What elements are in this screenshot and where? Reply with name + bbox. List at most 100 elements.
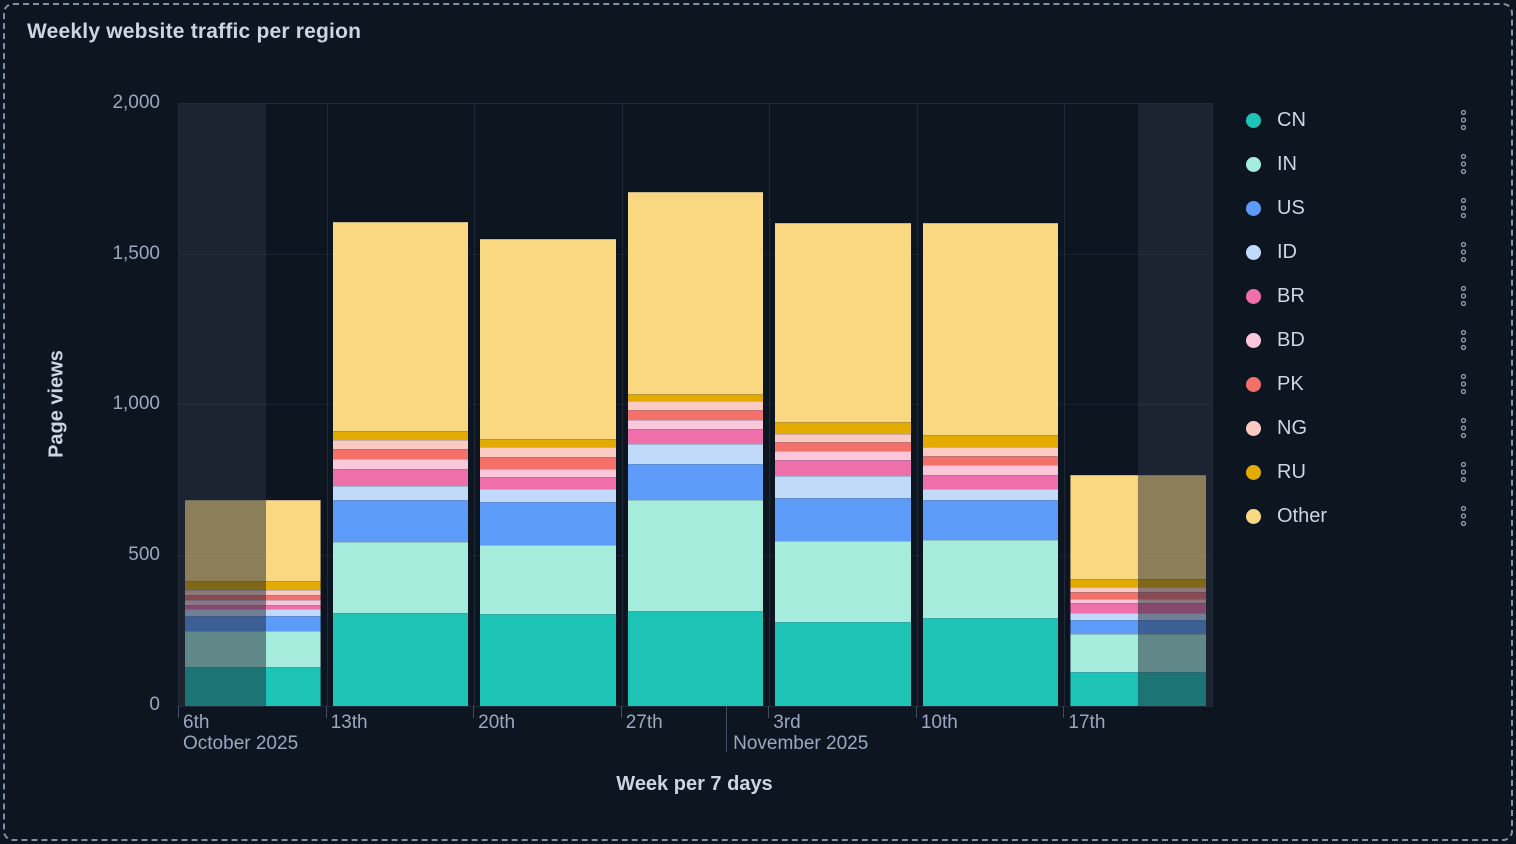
bar-segment-pk[interactable] (265, 594, 321, 601)
kebab-menu-icon[interactable] (1459, 153, 1468, 175)
bar-segment-ru[interactable] (332, 431, 469, 441)
bar-segment-ru[interactable] (480, 439, 616, 448)
bar-segment-other[interactable] (1137, 475, 1206, 580)
bar-segment-id[interactable] (332, 486, 469, 500)
bar-segment-br[interactable] (1070, 602, 1139, 613)
bar-segment-other[interactable] (185, 499, 267, 582)
bar-segment-pk[interactable] (185, 594, 267, 601)
bar-segment-cn[interactable] (775, 621, 911, 706)
kebab-menu-icon[interactable] (1459, 109, 1468, 131)
bar-segment-us[interactable] (480, 501, 616, 545)
legend-item-in[interactable]: IN (1240, 152, 1476, 176)
bar-segment-pk[interactable] (627, 410, 764, 421)
bar-segment-ng[interactable] (185, 589, 267, 595)
kebab-menu-icon[interactable] (1459, 461, 1468, 483)
kebab-menu-icon[interactable] (1459, 197, 1468, 219)
bar-segment-cn[interactable] (1070, 671, 1139, 706)
kebab-menu-icon[interactable] (1459, 417, 1468, 439)
bar-segment-other[interactable] (1070, 475, 1139, 580)
bar-segment-br[interactable] (922, 475, 1059, 490)
bar-segment-ng[interactable] (332, 440, 469, 449)
bar-segment-bd[interactable] (627, 420, 764, 430)
legend-item-pk[interactable]: PK (1240, 372, 1476, 396)
bar-segment-cn[interactable] (185, 666, 267, 706)
bar-segment-cn[interactable] (332, 613, 469, 706)
bar-segment-id[interactable] (627, 444, 764, 464)
kebab-menu-icon[interactable] (1459, 241, 1468, 263)
bar-segment-us[interactable] (1070, 620, 1139, 635)
bar-segment-in[interactable] (1070, 634, 1139, 672)
bar-segment-pk[interactable] (775, 442, 911, 452)
bar-segment-id[interactable] (1137, 612, 1206, 621)
bar-segment-br[interactable] (627, 429, 764, 445)
bar-segment-ru[interactable] (775, 421, 911, 434)
bar-segment-id[interactable] (480, 488, 616, 502)
bar-segment-pk[interactable] (1137, 592, 1206, 599)
bar-segment-bd[interactable] (185, 600, 267, 605)
legend-item-cn[interactable]: CN (1240, 108, 1476, 132)
bar-segment-bd[interactable] (1137, 598, 1206, 603)
bar-segment-cn[interactable] (480, 613, 616, 706)
kebab-menu-icon[interactable] (1459, 285, 1468, 307)
bar-segment-ru[interactable] (627, 393, 764, 402)
bar-segment-cn[interactable] (922, 618, 1059, 706)
legend-item-ru[interactable]: RU (1240, 460, 1476, 484)
bar-segment-ng[interactable] (1070, 586, 1139, 593)
bar-segment-cn[interactable] (265, 666, 321, 706)
bar-segment-id[interactable] (922, 489, 1059, 501)
bar-segment-bd[interactable] (265, 600, 321, 605)
bar-segment-bd[interactable] (775, 451, 911, 461)
legend-label[interactable]: ID (1277, 240, 1297, 263)
bar-segment-br[interactable] (332, 469, 469, 487)
bar-segment-pk[interactable] (1070, 592, 1139, 599)
bar-segment-other[interactable] (265, 499, 321, 582)
legend-label[interactable]: CN (1277, 108, 1306, 131)
bar-segment-ng[interactable] (265, 589, 321, 595)
bar-segment-us[interactable] (627, 464, 764, 501)
bar-segment-bd[interactable] (480, 468, 616, 477)
bar-segment-us[interactable] (922, 500, 1059, 540)
bar-segment-id[interactable] (775, 476, 911, 498)
legend-item-other[interactable]: Other (1240, 504, 1476, 528)
bar-segment-us[interactable] (1137, 620, 1206, 635)
bar-segment-in[interactable] (480, 544, 616, 614)
bar-segment-cn[interactable] (627, 610, 764, 706)
legend-label[interactable]: IN (1277, 152, 1297, 175)
bar-segment-pk[interactable] (480, 457, 616, 469)
bar-segment-pk[interactable] (332, 448, 469, 459)
bar-segment-bd[interactable] (332, 458, 469, 470)
bar-segment-us[interactable] (332, 499, 469, 542)
bar-segment-ng[interactable] (922, 446, 1059, 456)
bar-segment-other[interactable] (922, 222, 1059, 436)
bar-segment-ng[interactable] (1137, 586, 1206, 593)
legend-label[interactable]: BR (1277, 284, 1305, 307)
bar-segment-br[interactable] (480, 476, 616, 489)
bar-segment-in[interactable] (185, 630, 267, 667)
legend-item-ng[interactable]: NG (1240, 416, 1476, 440)
legend-item-br[interactable]: BR (1240, 284, 1476, 308)
legend-item-id[interactable]: ID (1240, 240, 1476, 264)
bar-segment-bd[interactable] (1070, 598, 1139, 603)
kebab-menu-icon[interactable] (1459, 373, 1468, 395)
bar-segment-cn[interactable] (1137, 671, 1206, 706)
bar-segment-ru[interactable] (922, 435, 1059, 447)
bar-segment-br[interactable] (185, 604, 267, 610)
bar-segment-ru[interactable] (265, 581, 321, 590)
bar-segment-id[interactable] (185, 609, 267, 616)
bar-segment-ng[interactable] (627, 401, 764, 411)
bar-segment-id[interactable] (265, 609, 321, 616)
bar-segment-other[interactable] (480, 239, 616, 440)
bar-segment-ru[interactable] (185, 581, 267, 590)
bar-segment-other[interactable] (332, 222, 469, 432)
bar-segment-us[interactable] (775, 497, 911, 542)
bar-segment-in[interactable] (922, 539, 1059, 619)
kebab-menu-icon[interactable] (1459, 329, 1468, 351)
bar-segment-in[interactable] (1137, 634, 1206, 672)
bar-segment-other[interactable] (627, 192, 764, 394)
legend-item-bd[interactable]: BD (1240, 328, 1476, 352)
bar-segment-pk[interactable] (922, 455, 1059, 466)
bar-segment-ng[interactable] (775, 433, 911, 443)
legend-label[interactable]: PK (1277, 372, 1304, 395)
kebab-menu-icon[interactable] (1459, 505, 1468, 527)
legend-label[interactable]: US (1277, 196, 1305, 219)
